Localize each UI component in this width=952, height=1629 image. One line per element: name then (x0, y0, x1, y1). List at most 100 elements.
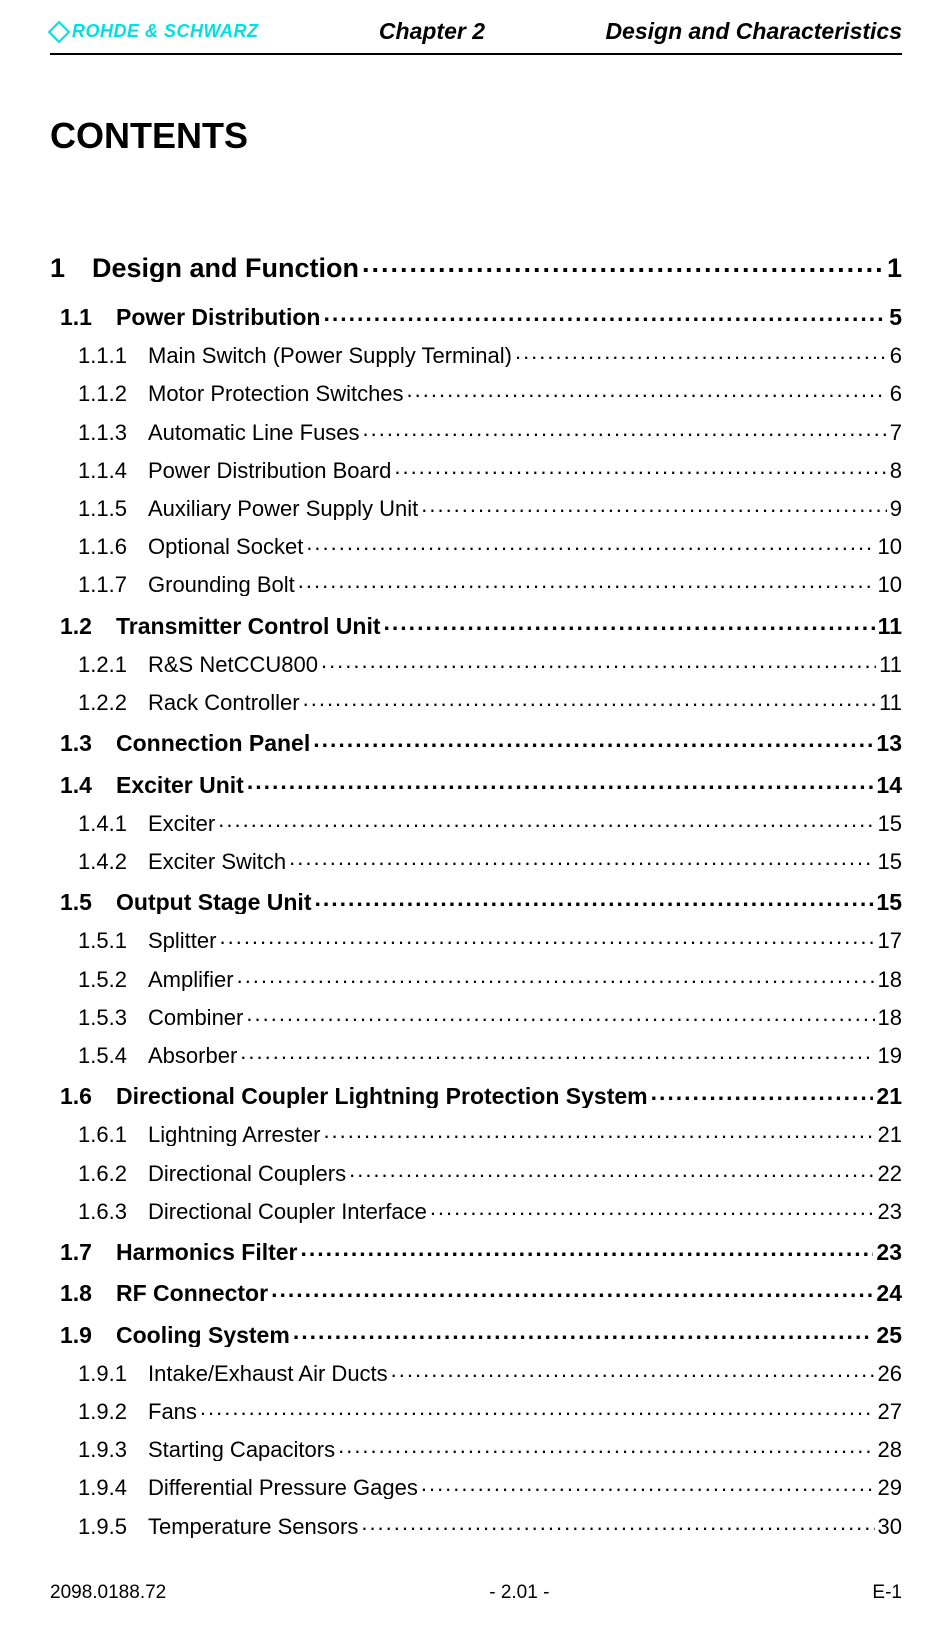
toc-leader-dots (298, 568, 875, 592)
toc-entry-title: Power Distribution Board (148, 460, 391, 482)
toc-leader-dots (651, 1079, 874, 1104)
toc-entry-title: Directional Couplers (148, 1163, 346, 1185)
toc-entry-page: 21 (876, 1085, 902, 1108)
toc-entry: 1.6Directional Coupler Lightning Protect… (50, 1079, 902, 1108)
toc-entry-title: Design and Function (92, 255, 359, 282)
toc-entry-number: 1.9 (60, 1324, 116, 1347)
toc-entry-title: Amplifier (148, 969, 234, 991)
toc-entry: 1.1.7Grounding Bolt 10 (50, 568, 902, 596)
header-rule (50, 53, 902, 55)
toc-leader-dots (314, 885, 873, 910)
toc-entry-title: Harmonics Filter (116, 1241, 298, 1264)
toc-leader-dots (218, 807, 874, 831)
toc-entry-title: R&S NetCCU800 (148, 654, 318, 676)
toc-entry-title: RF Connector (116, 1282, 268, 1305)
header-chapter: Chapter 2 (379, 18, 485, 45)
footer-pagenum: - 2.01 - (489, 1582, 549, 1604)
toc-entry-number: 1.7 (60, 1241, 116, 1264)
toc-entry-title: Directional Coupler Lightning Protection… (116, 1085, 648, 1108)
toc-entry-number: 1.3 (60, 732, 116, 755)
toc-entry-title: Differential Pressure Gages (148, 1477, 418, 1499)
toc-entry-number: 1.1.4 (78, 460, 148, 482)
toc-leader-dots (303, 686, 877, 710)
toc-entry-number: 1.1.5 (78, 498, 148, 520)
toc-leader-dots (361, 1509, 874, 1533)
toc-leader-dots (349, 1156, 874, 1180)
footer-pageid: E-1 (872, 1582, 902, 1604)
toc-entry-title: Transmitter Control Unit (116, 615, 381, 638)
toc-entry: 1.9.2Fans 27 (50, 1395, 902, 1423)
toc-entry-title: Lightning Arrester (148, 1124, 320, 1146)
toc-entry-page: 6 (890, 383, 902, 405)
toc-leader-dots (271, 1276, 873, 1301)
toc-entry-page: 19 (878, 1045, 902, 1067)
toc-leader-dots (200, 1395, 875, 1419)
toc-entry-title: Grounding Bolt (148, 574, 295, 596)
footer-docnum: 2098.0188.72 (50, 1582, 166, 1604)
toc-entry-title: Motor Protection Switches (148, 383, 404, 405)
toc-entry: 1.6.2Directional Couplers 22 (50, 1156, 902, 1184)
toc-leader-dots (394, 454, 886, 478)
toc-entry-page: 9 (890, 498, 902, 520)
toc-entry: 1.9.5Temperature Sensors 30 (50, 1509, 902, 1537)
toc-entry: 1.1.4Power Distribution Board 8 (50, 454, 902, 482)
toc-entry-title: Cooling System (116, 1324, 290, 1347)
toc-entry-page: 10 (878, 536, 902, 558)
toc-leader-dots (240, 1039, 874, 1063)
brand-text: ROHDE & SCHWARZ (72, 21, 259, 42)
toc-leader-dots (293, 1317, 874, 1342)
toc-entry-page: 5 (889, 306, 902, 329)
toc-entry-number: 1.1.7 (78, 574, 148, 596)
toc-entry: 1.1.1Main Switch (Power Supply Terminal)… (50, 339, 902, 367)
brand-logo-icon (50, 23, 68, 41)
toc-entry-number: 1.4 (60, 774, 116, 797)
page: ROHDE & SCHWARZ Chapter 2 Design and Cha… (0, 0, 952, 1629)
page-title: CONTENTS (50, 115, 902, 157)
toc-entry-number: 1.1.1 (78, 345, 148, 367)
toc-entry-number: 1.5.4 (78, 1045, 148, 1067)
toc-leader-dots (407, 377, 887, 401)
table-of-contents: 1Design and Function 11.1Power Distribut… (50, 247, 902, 1538)
toc-entry-title: Connection Panel (116, 732, 310, 755)
toc-entry: 1.7Harmonics Filter 23 (50, 1235, 902, 1264)
toc-entry-number: 1.4.1 (78, 813, 148, 835)
toc-entry-number: 1.9.4 (78, 1477, 148, 1499)
toc-leader-dots (391, 1357, 875, 1381)
toc-entry: 1.6.3Directional Coupler Interface 23 (50, 1195, 902, 1223)
toc-entry-page: 17 (878, 930, 902, 952)
toc-entry-title: Power Distribution (116, 306, 320, 329)
toc-entry-number: 1.1.2 (78, 383, 148, 405)
toc-entry-number: 1.1 (60, 306, 116, 329)
toc-entry-title: Auxiliary Power Supply Unit (148, 498, 418, 520)
toc-entry-page: 13 (876, 732, 902, 755)
toc-entry-number: 1.9.3 (78, 1439, 148, 1461)
toc-entry-number: 1.5 (60, 891, 116, 914)
toc-entry-title: Starting Capacitors (148, 1439, 335, 1461)
toc-entry: 1.3Connection Panel 13 (50, 726, 902, 755)
toc-entry-page: 21 (878, 1124, 902, 1146)
toc-entry-page: 27 (878, 1401, 902, 1423)
toc-entry-number: 1.6.1 (78, 1124, 148, 1146)
toc-entry-number: 1 (50, 255, 92, 282)
toc-entry-number: 1.4.2 (78, 851, 148, 873)
toc-entry-page: 15 (876, 891, 902, 914)
toc-entry-page: 30 (878, 1516, 902, 1538)
toc-entry-number: 1.8 (60, 1282, 116, 1305)
toc-entry: 1.9.1Intake/Exhaust Air Ducts 26 (50, 1357, 902, 1385)
toc-entry: 1.5.2Amplifier 18 (50, 962, 902, 990)
toc-entry-page: 11 (879, 654, 902, 676)
toc-entry-page: 23 (878, 1201, 902, 1223)
toc-entry-title: Main Switch (Power Supply Terminal) (148, 345, 512, 367)
header-section: Design and Characteristics (605, 18, 902, 45)
toc-entry-number: 1.9.2 (78, 1401, 148, 1423)
toc-entry-page: 15 (878, 851, 902, 873)
toc-leader-dots (247, 767, 874, 792)
toc-entry: 1Design and Function 1 (50, 247, 902, 282)
toc-leader-dots (323, 300, 886, 325)
toc-entry-page: 1 (887, 255, 902, 282)
toc-entry-number: 1.1.6 (78, 536, 148, 558)
toc-leader-dots (237, 962, 875, 986)
toc-entry-title: Directional Coupler Interface (148, 1201, 427, 1223)
toc-entry-page: 11 (878, 615, 902, 638)
toc-entry-page: 28 (878, 1439, 902, 1461)
